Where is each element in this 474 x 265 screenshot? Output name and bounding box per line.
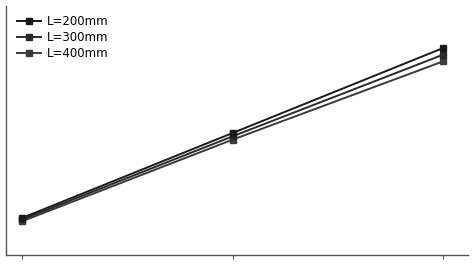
L=400mm <box>440 60 446 63</box>
L=200mm <box>19 216 25 219</box>
L=200mm <box>230 131 236 135</box>
L=300mm <box>440 53 446 56</box>
L=200mm <box>440 46 446 50</box>
Line: L=200mm: L=200mm <box>19 45 447 221</box>
L=400mm <box>230 138 236 141</box>
Line: L=300mm: L=300mm <box>19 52 447 223</box>
L=400mm <box>19 220 25 223</box>
Line: L=400mm: L=400mm <box>19 58 447 224</box>
Legend: L=200mm, L=300mm, L=400mm: L=200mm, L=300mm, L=400mm <box>12 10 113 65</box>
L=300mm <box>19 218 25 221</box>
L=300mm <box>230 135 236 138</box>
